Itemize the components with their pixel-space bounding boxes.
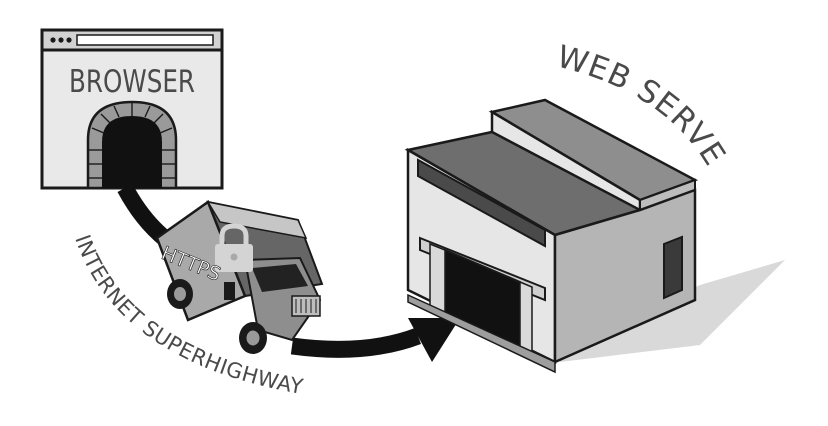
browser-label: BROWSER <box>69 64 195 100</box>
https-truck: HTTPS <box>155 200 324 354</box>
address-bar <box>76 34 214 46</box>
web-server-building <box>404 98 785 374</box>
browser-window: BROWSER <box>40 28 224 190</box>
truck-wheel <box>167 279 193 309</box>
truck-wheel <box>239 322 267 354</box>
window-controls-icon <box>50 37 72 43</box>
tunnel-icon <box>86 100 178 190</box>
lock-icon <box>215 223 253 272</box>
side-door <box>663 235 683 300</box>
